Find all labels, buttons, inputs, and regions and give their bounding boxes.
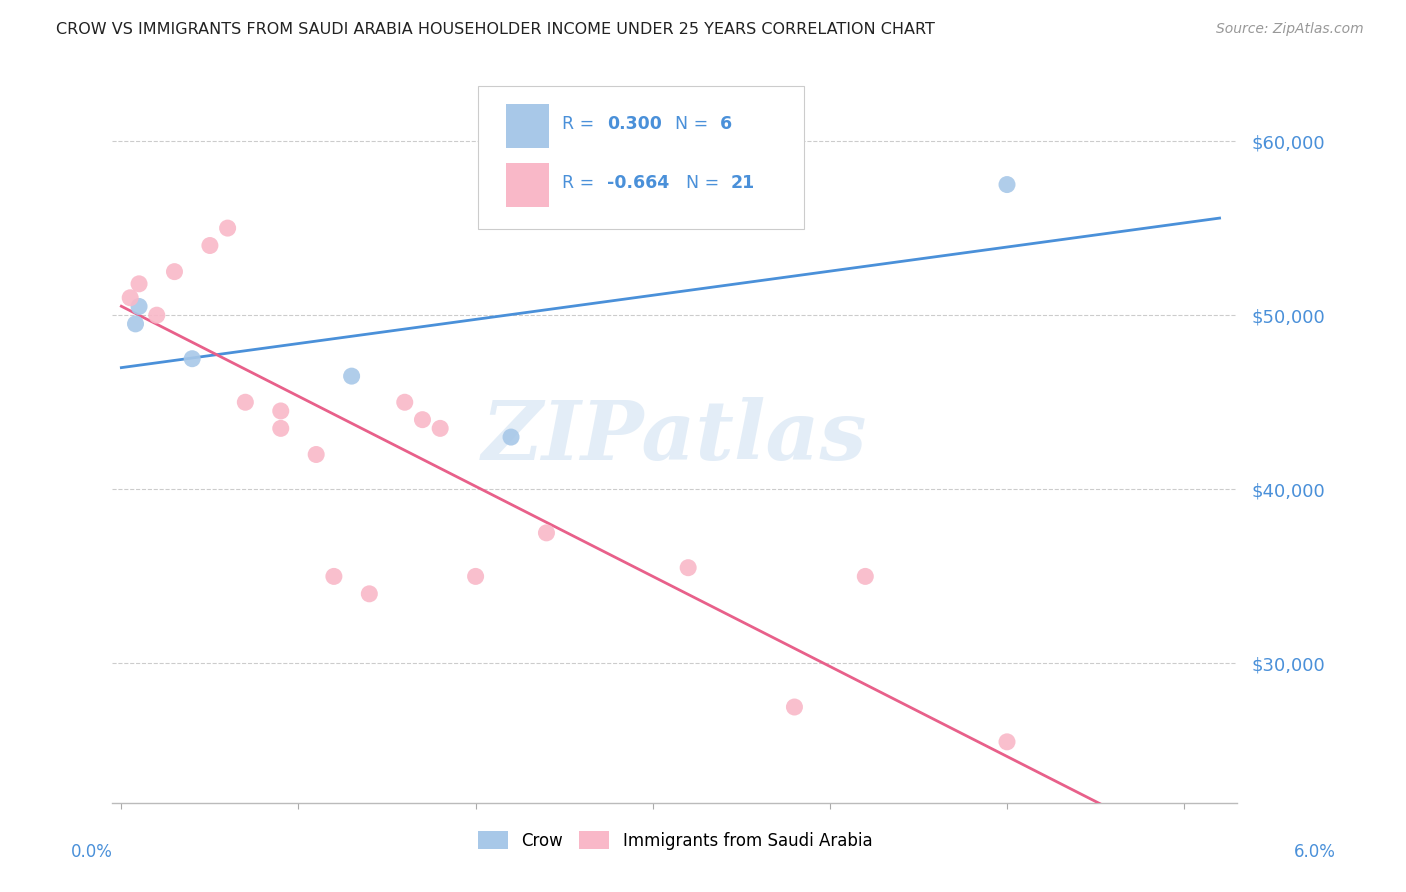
Point <box>217 221 239 235</box>
Point <box>145 308 167 322</box>
Point <box>340 369 363 384</box>
FancyBboxPatch shape <box>478 86 804 228</box>
Text: 0.0%: 0.0% <box>70 843 112 861</box>
FancyBboxPatch shape <box>506 104 548 148</box>
Legend: Crow, Immigrants from Saudi Arabia: Crow, Immigrants from Saudi Arabia <box>471 824 879 856</box>
Text: 21: 21 <box>731 174 755 192</box>
Point <box>128 277 150 291</box>
Point <box>181 351 204 366</box>
Point <box>270 421 292 435</box>
Text: R =: R = <box>562 115 595 133</box>
Text: 6.0%: 6.0% <box>1294 843 1336 861</box>
Point <box>233 395 256 409</box>
Point <box>120 291 142 305</box>
Text: ZIPatlas: ZIPatlas <box>482 397 868 477</box>
Point <box>305 448 328 462</box>
Point <box>270 404 292 418</box>
Point <box>322 569 344 583</box>
Point <box>128 300 150 314</box>
Point <box>411 412 433 426</box>
Text: CROW VS IMMIGRANTS FROM SAUDI ARABIA HOUSEHOLDER INCOME UNDER 25 YEARS CORRELATI: CROW VS IMMIGRANTS FROM SAUDI ARABIA HOU… <box>56 22 935 37</box>
Point <box>536 525 558 540</box>
Point <box>198 238 221 252</box>
Text: -0.664: -0.664 <box>607 174 669 192</box>
Point <box>676 560 699 574</box>
Point <box>359 587 381 601</box>
Text: N =: N = <box>686 174 720 192</box>
Text: 0.300: 0.300 <box>607 115 662 133</box>
Text: 6: 6 <box>720 115 733 133</box>
FancyBboxPatch shape <box>506 163 548 207</box>
Point <box>853 569 876 583</box>
Text: N =: N = <box>675 115 709 133</box>
Point <box>163 265 186 279</box>
Text: R =: R = <box>562 174 595 192</box>
Text: Source: ZipAtlas.com: Source: ZipAtlas.com <box>1216 22 1364 37</box>
Point <box>995 735 1018 749</box>
Point <box>499 430 522 444</box>
Point <box>995 178 1018 192</box>
Point <box>464 569 486 583</box>
Point <box>124 317 146 331</box>
Point <box>783 700 806 714</box>
Point <box>394 395 416 409</box>
Point <box>429 421 451 435</box>
